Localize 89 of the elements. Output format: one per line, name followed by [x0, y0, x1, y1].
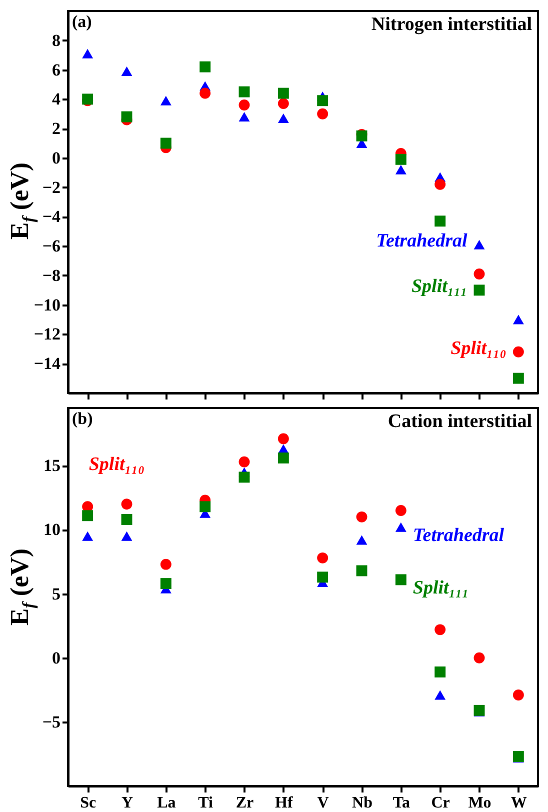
point	[160, 578, 172, 590]
point	[434, 624, 446, 636]
y-tick-label: 5	[52, 584, 60, 604]
point	[200, 61, 211, 72]
y-tick-label: −14	[34, 354, 61, 374]
point	[356, 565, 368, 576]
point	[395, 505, 406, 516]
point	[82, 48, 94, 58]
y-tick-label: 8	[52, 30, 60, 50]
y-tick-label: −6	[42, 236, 60, 256]
point	[238, 456, 250, 468]
y-tick-label: 6	[52, 60, 60, 80]
annotation: Tetrahedral	[412, 525, 505, 546]
point	[82, 510, 94, 522]
x-tick-label: W	[510, 794, 527, 812]
point	[121, 514, 132, 525]
annotation: Split₁₁₁	[411, 276, 468, 298]
y-tick-label: 4	[52, 90, 61, 109]
y-tick-label: −10	[34, 295, 60, 314]
annotation: Split₁₁₀	[88, 454, 145, 476]
point	[160, 558, 172, 570]
point	[317, 572, 328, 583]
point	[512, 314, 524, 324]
point	[395, 164, 406, 174]
chart-title: Cation interstitial	[388, 411, 532, 432]
point	[434, 178, 446, 190]
y-tick-label: 0	[52, 648, 60, 668]
x-tick-label: Nb	[352, 794, 373, 812]
point	[278, 98, 289, 110]
point	[82, 531, 94, 541]
y-tick-label: −5	[42, 712, 60, 732]
point	[278, 433, 289, 444]
point	[121, 531, 132, 541]
y-tick-label: −4	[42, 207, 61, 226]
point	[121, 111, 132, 122]
x-tick-label: V	[317, 794, 330, 812]
point	[474, 652, 485, 664]
point	[317, 108, 328, 120]
x-tick-label: Hf	[275, 794, 294, 812]
x-tick-label: Ta	[392, 794, 410, 812]
point	[512, 346, 524, 358]
point	[160, 96, 172, 106]
point	[474, 268, 485, 280]
point	[238, 472, 250, 483]
x-tick-label: Cr	[431, 794, 450, 812]
point	[434, 690, 446, 700]
annotation: Split₁₁₀	[450, 338, 506, 359]
y-tick-label: −8	[42, 266, 60, 285]
point	[121, 66, 132, 76]
annotation: (a)	[72, 12, 92, 31]
point	[238, 86, 250, 98]
annotation: Tetrahedral	[376, 230, 468, 252]
point	[278, 452, 289, 464]
x-tick-label: La	[157, 794, 176, 812]
point	[474, 240, 485, 250]
y-tick-label: −12	[34, 324, 60, 344]
point	[395, 522, 406, 532]
point	[200, 501, 211, 512]
annotation: Split₁₁₁	[412, 578, 469, 599]
point	[474, 284, 485, 296]
y-tick-label: 10	[44, 520, 60, 540]
point	[278, 88, 289, 99]
point	[121, 498, 132, 510]
point	[434, 216, 446, 227]
y-tick-label: 2	[52, 119, 60, 138]
point	[238, 100, 250, 110]
point	[512, 372, 524, 384]
point	[200, 88, 211, 99]
point	[356, 511, 368, 522]
point	[278, 114, 289, 123]
y-tick-label: 0	[52, 148, 60, 168]
y-tick-label: −2	[42, 178, 60, 197]
point	[395, 154, 406, 165]
point	[317, 552, 328, 564]
y-tick-label: 15	[44, 456, 60, 476]
point	[434, 666, 446, 678]
point	[160, 138, 172, 149]
x-tick-label: Y	[121, 794, 134, 812]
x-tick-label: Mo	[468, 794, 492, 812]
annotation: (b)	[72, 409, 93, 428]
x-tick-label: Zr	[236, 794, 254, 812]
point	[238, 112, 250, 122]
chart-title: Nitrogen interstitial	[371, 14, 532, 35]
point	[317, 95, 328, 106]
x-tick-label: Ti	[198, 794, 214, 812]
x-tick-label: Sc	[80, 794, 96, 812]
point	[395, 574, 406, 586]
point	[356, 535, 368, 545]
point	[512, 690, 524, 700]
